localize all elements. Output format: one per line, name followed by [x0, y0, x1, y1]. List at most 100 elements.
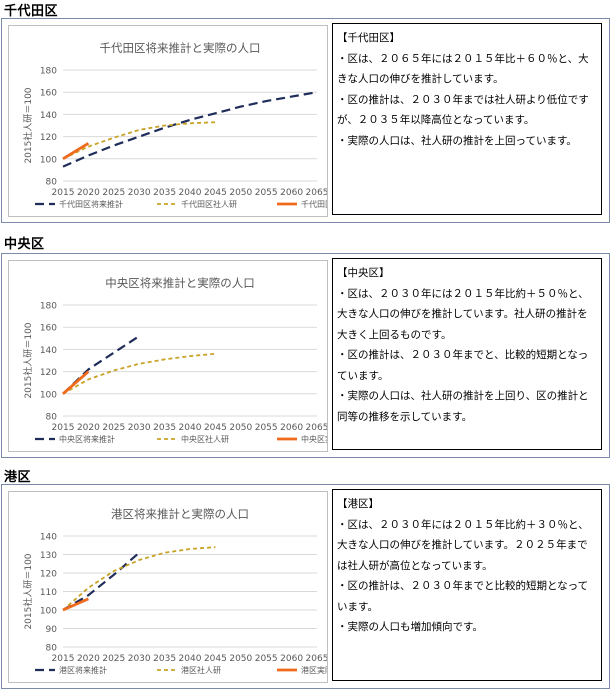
y-tick-label: 120 — [40, 368, 57, 378]
y-tick-label: 140 — [40, 111, 57, 121]
x-tick-label: 2020 — [77, 423, 100, 433]
section-minato: 港区 港区将来推計と実際の人口 80 90 100 110 120 130 140 2015 20… — [0, 458, 612, 689]
series-line — [62, 91, 318, 168]
note-paragraph: ・実際の人口も増加傾向です。 — [337, 621, 483, 633]
x-tick-label: 2050 — [229, 188, 252, 198]
legend-label: 港区将来推計 — [59, 665, 107, 675]
y-tick-label: 160 — [40, 324, 57, 334]
note-paragraph: ・区の推計は、２０３０年までと比較的短期となっています。 — [337, 580, 589, 613]
note-paragraph: ・実際の人口は、社人研の推計を上回っています。 — [337, 134, 577, 147]
y-tick-label: 80 — [46, 413, 58, 423]
x-tick-label: 2060 — [280, 423, 303, 433]
legend-label: 千代田区将来推計 — [59, 199, 123, 209]
x-tick-label: 2065 — [306, 654, 327, 664]
note-box: 【中央区】 ・区は、２０３０年には２０１５年比約＋５０％と、大きな人口の伸びを推… — [332, 258, 602, 450]
y-tick-label: 120 — [40, 570, 57, 580]
x-tick-label: 2055 — [255, 423, 278, 433]
y-axis-label: 2015社人研＝100 — [22, 553, 34, 629]
note-paragraph: ・区の推計は、２０３０年までと、比較的短期となっています。 — [337, 349, 589, 382]
y-tick-label: 100 — [40, 155, 57, 165]
y-axis-label: 2015社人研＝100 — [22, 322, 34, 398]
x-tick-label: 2065 — [306, 188, 327, 198]
legend-label: 港区社人研 — [181, 665, 221, 675]
series-line — [62, 546, 216, 611]
x-tick-label: 2015 — [52, 423, 75, 433]
x-tick-label: 2045 — [204, 654, 227, 664]
y-tick-label: 100 — [40, 607, 57, 617]
chart-panel: 千代田区将来推計と実際の人口 80 100 120 140 160 180 2015 2020 2… — [8, 25, 328, 217]
y-tick-label: 80 — [46, 178, 58, 188]
x-tick-label: 2020 — [77, 188, 100, 198]
y-tick-label: 180 — [40, 67, 57, 77]
x-tick-label: 2060 — [280, 188, 303, 198]
x-tick-label: 2040 — [179, 654, 202, 664]
x-tick-label: 2030 — [128, 654, 151, 664]
section-heading: 港区 — [4, 470, 32, 485]
x-tick-label: 2055 — [255, 654, 278, 664]
legend-label: 中央区将来推計 — [59, 434, 115, 444]
section-frame: 港区将来推計と実際の人口 80 90 100 110 120 130 140 2015 2020 2… — [1, 484, 610, 689]
note-box: 【千代田区】 ・区は、２０６５年には２０１５年比＋６０％と、大きな人口の伸びを推… — [332, 23, 602, 215]
chart-title: 千代田区将来推計と実際の人口 — [100, 41, 261, 55]
note-title: 【中央区】 — [337, 267, 390, 279]
legend-label: 千代田区実際の人口 — [301, 199, 327, 209]
chart-title: 中央区将来推計と実際の人口 — [105, 276, 255, 290]
y-tick-label: 90 — [46, 625, 58, 635]
series-line — [62, 142, 90, 160]
x-tick-label: 2045 — [204, 423, 227, 433]
legend-label: 中央区実際の人口 — [301, 434, 327, 444]
legend-label: 港区実際の人口 — [301, 665, 327, 675]
series-line — [62, 370, 90, 395]
series-line — [62, 352, 216, 395]
x-tick-label: 2065 — [306, 423, 327, 433]
x-tick-label: 2050 — [229, 423, 252, 433]
section-chiyoda: 千代田区 千代田区将来推計と実際の人口 80 100 120 140 160 180 2015… — [0, 0, 612, 229]
x-tick-label: 2040 — [179, 188, 202, 198]
y-tick-label: 160 — [40, 89, 57, 99]
y-tick-label: 100 — [40, 390, 57, 400]
x-tick-label: 2035 — [153, 188, 176, 198]
x-tick-label: 2055 — [255, 188, 278, 198]
x-tick-label: 2035 — [153, 423, 176, 433]
x-tick-label: 2020 — [77, 654, 100, 664]
legend-label: 中央区社人研 — [181, 434, 229, 444]
x-tick-label: 2025 — [102, 188, 125, 198]
y-tick-label: 180 — [40, 302, 57, 312]
x-tick-label: 2025 — [102, 654, 125, 664]
y-tick-label: 130 — [40, 551, 57, 561]
x-tick-label: 2040 — [179, 423, 202, 433]
chart-title: 港区将来推計と実際の人口 — [111, 507, 249, 521]
note-paragraph: ・実際の人口は、社人研の推計を上回り、区の推計と同等の推移を示しています。 — [337, 390, 589, 423]
section-heading: 千代田区 — [4, 4, 59, 19]
series-line — [62, 121, 216, 160]
x-tick-label: 2015 — [52, 654, 75, 664]
series-line — [62, 551, 140, 611]
x-tick-label: 2050 — [229, 654, 252, 664]
chart-panel: 中央区将来推計と実際の人口 80 100 120 140 160 180 2015 2020 20… — [8, 260, 328, 452]
note-paragraph: ・区は、２０３０年には２０１５年比約＋５０％と、大きな人口の伸びを推計しています… — [337, 287, 589, 341]
y-axis-label: 2015社人研＝100 — [22, 87, 34, 163]
legend-label: 千代田区社人研 — [181, 199, 237, 209]
section-frame: 中央区将来推計と実際の人口 80 100 120 140 160 180 2015 2020 20… — [1, 253, 610, 458]
y-tick-label: 80 — [46, 644, 58, 654]
x-tick-label: 2045 — [204, 188, 227, 198]
section-chuo: 中央区 中央区将来推計と実際の人口 80 100 120 140 160 180 2015 20… — [0, 229, 612, 458]
x-tick-label: 2015 — [52, 188, 75, 198]
x-tick-label: 2035 — [153, 654, 176, 664]
note-title: 【千代田区】 — [337, 32, 400, 44]
note-paragraph: ・区は、２０６５年には２０１５年比＋６０％と、大きな人口の伸びを推計しています。 — [337, 52, 589, 86]
y-tick-label: 140 — [40, 533, 57, 543]
section-heading: 中央区 — [4, 237, 45, 252]
chart-panel: 港区将来推計と実際の人口 80 90 100 110 120 130 140 2015 2020 2… — [8, 491, 328, 683]
note-paragraph: ・区は、２０３０年には２０１５年比約＋３０％と、大きな人口の伸びを推計しています… — [337, 518, 589, 572]
series-line — [62, 597, 89, 612]
section-frame: 千代田区将来推計と実際の人口 80 100 120 140 160 180 2015 2020 2… — [1, 18, 610, 223]
x-tick-label: 2030 — [128, 188, 151, 198]
y-tick-label: 110 — [40, 588, 57, 598]
x-tick-label: 2025 — [102, 423, 125, 433]
x-tick-label: 2030 — [128, 423, 151, 433]
note-title: 【港区】 — [337, 498, 379, 510]
